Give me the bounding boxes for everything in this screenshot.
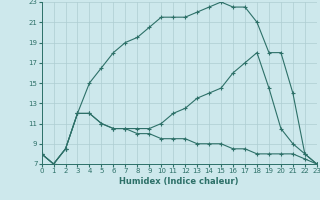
- X-axis label: Humidex (Indice chaleur): Humidex (Indice chaleur): [119, 177, 239, 186]
